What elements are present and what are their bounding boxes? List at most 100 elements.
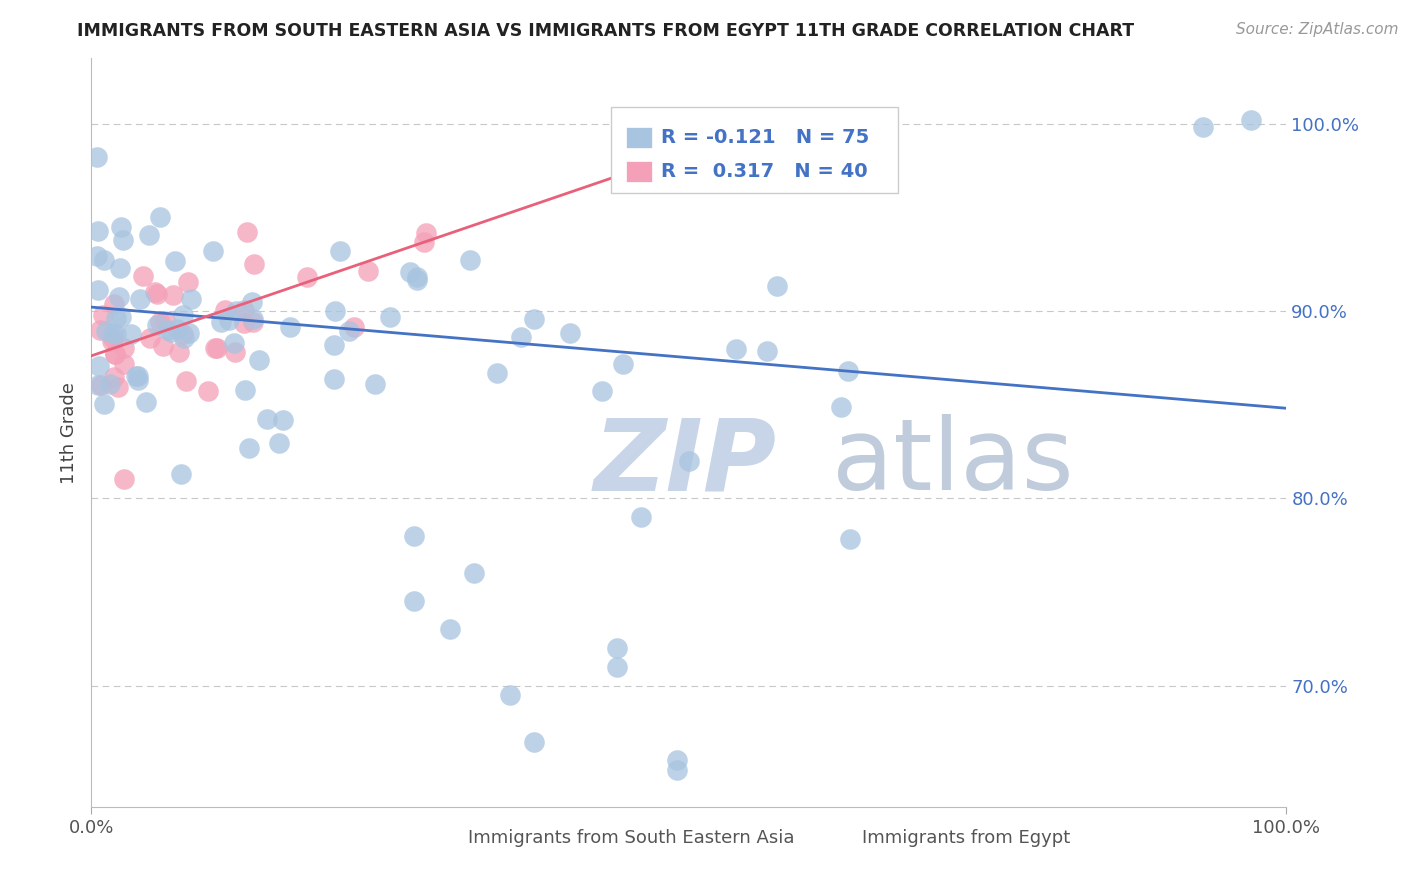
Text: ZIP: ZIP [593, 414, 776, 511]
Point [170, 467, 193, 481]
Point [278, 320, 301, 334]
Point [111, 233, 134, 247]
Point [666, 763, 689, 777]
Point [177, 275, 200, 289]
Point [204, 341, 226, 355]
Point [523, 735, 546, 749]
Point [214, 302, 236, 317]
Point [267, 436, 290, 450]
Y-axis label: 11th Grade: 11th Grade [59, 382, 77, 483]
Point [91, 308, 114, 322]
Point [222, 335, 245, 350]
Point [120, 326, 142, 341]
Point [295, 270, 318, 285]
Point [233, 316, 256, 330]
Point [145, 287, 167, 301]
Point [323, 338, 346, 352]
Point [323, 304, 346, 318]
Point [180, 292, 202, 306]
Point [404, 528, 426, 542]
Point [322, 371, 344, 385]
Text: atlas: atlas [832, 414, 1074, 511]
Point [93, 253, 115, 268]
Point [242, 315, 264, 329]
Point [606, 660, 628, 674]
Point [143, 285, 166, 299]
Point [103, 331, 125, 345]
Point [172, 309, 194, 323]
Text: Immigrants from Egypt: Immigrants from Egypt [862, 829, 1070, 847]
Point [127, 369, 149, 384]
Point [498, 688, 520, 702]
Point [1192, 120, 1215, 135]
Point [560, 326, 582, 340]
Point [98, 377, 121, 392]
Point [177, 326, 200, 341]
Point [413, 235, 436, 250]
Point [337, 324, 360, 338]
Point [678, 454, 700, 468]
Point [87, 359, 110, 373]
Text: R =  0.317   N = 40: R = 0.317 N = 40 [661, 161, 868, 180]
Point [87, 283, 110, 297]
Point [1240, 112, 1263, 127]
Point [209, 315, 232, 329]
Point [108, 290, 131, 304]
Point [152, 338, 174, 352]
Point [96, 324, 118, 338]
Point [612, 358, 634, 372]
Point [357, 264, 380, 278]
Text: R = -0.121   N = 75: R = -0.121 N = 75 [661, 128, 870, 147]
Point [724, 342, 747, 356]
Point [837, 364, 859, 378]
Point [125, 369, 148, 384]
Point [218, 313, 240, 327]
Point [89, 378, 111, 392]
Point [87, 225, 110, 239]
Point [439, 623, 461, 637]
Bar [832, 839, 856, 855]
Point [242, 311, 264, 326]
Point [110, 219, 132, 234]
Point [103, 370, 125, 384]
Point [89, 323, 111, 337]
Point [160, 325, 183, 339]
Point [830, 401, 852, 415]
Bar [626, 161, 652, 182]
Point [86, 150, 108, 164]
Point [108, 260, 131, 275]
Point [103, 297, 125, 311]
Point [207, 341, 229, 355]
Point [107, 380, 129, 394]
Point [138, 227, 160, 242]
Point [155, 314, 177, 328]
Point [101, 334, 124, 348]
Point [243, 257, 266, 271]
Point [238, 441, 260, 455]
Point [104, 347, 127, 361]
Point [233, 383, 256, 397]
Bar [626, 127, 652, 148]
Point [406, 272, 429, 286]
Point [172, 327, 194, 342]
Point [271, 413, 294, 427]
Bar [437, 839, 461, 855]
Point [127, 373, 149, 387]
Point [630, 510, 652, 524]
Point [486, 366, 509, 380]
Point [509, 330, 531, 344]
Point [256, 412, 278, 426]
Point [163, 253, 186, 268]
Point [399, 265, 422, 279]
Point [149, 315, 172, 329]
Point [766, 279, 789, 293]
Point [110, 310, 132, 324]
Point [247, 353, 270, 368]
Point [149, 210, 172, 224]
Point [343, 319, 366, 334]
Point [101, 326, 124, 341]
Point [114, 357, 136, 371]
Point [523, 311, 546, 326]
Point [112, 472, 135, 486]
Point [235, 225, 259, 239]
